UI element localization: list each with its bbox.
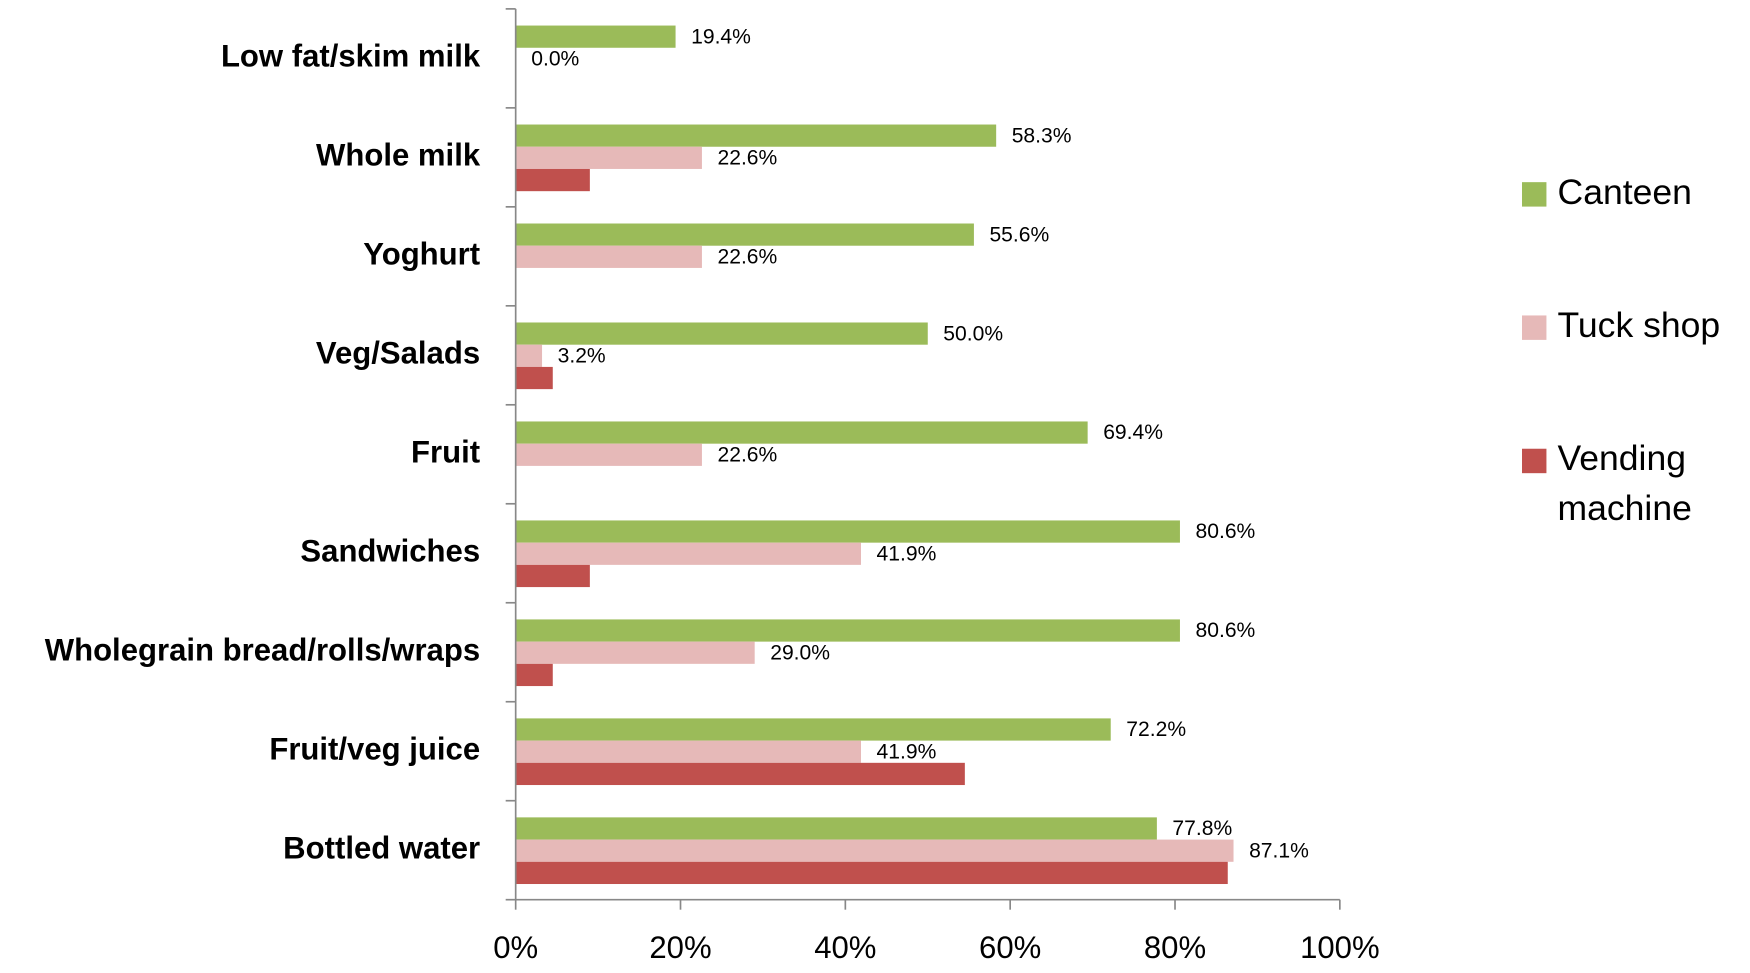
category-label: Bottled water <box>283 830 480 865</box>
value-label: 22.6% <box>717 246 777 269</box>
value-label: 77.8% <box>1172 817 1232 840</box>
category-label: Yoghurt <box>363 237 480 272</box>
value-label: 55.6% <box>989 223 1049 246</box>
bar <box>515 25 676 48</box>
legend-label: Tuck shop <box>1558 305 1721 345</box>
x-tick-label: 80% <box>1144 930 1206 965</box>
bar <box>515 619 1180 642</box>
bar <box>515 542 862 565</box>
value-label: 22.6% <box>717 443 777 466</box>
category-label: Whole milk <box>316 138 481 173</box>
x-tick-label: 40% <box>814 930 876 965</box>
x-tick-label: 20% <box>649 930 711 965</box>
bar <box>515 817 1157 840</box>
legend-label: Vending machine <box>1558 438 1692 528</box>
bar <box>515 322 928 345</box>
category-label: Fruit <box>411 435 480 470</box>
value-label: 58.3% <box>1012 124 1072 147</box>
bar <box>515 443 702 466</box>
bar <box>515 223 974 246</box>
value-label: 80.6% <box>1196 520 1256 543</box>
legend-label: Canteen <box>1558 172 1692 212</box>
bar <box>515 124 997 147</box>
legend-swatch <box>1522 182 1547 207</box>
category-label: Sandwiches <box>300 533 480 568</box>
value-label: 50.0% <box>943 322 1003 345</box>
bar <box>515 344 543 367</box>
value-label: 0.0% <box>531 48 579 71</box>
bar <box>515 762 965 786</box>
category-label: Wholegrain bread/rolls/wraps <box>45 632 480 667</box>
bar <box>515 564 590 588</box>
bar <box>515 718 1111 741</box>
bar <box>515 245 702 268</box>
bar <box>515 421 1088 444</box>
value-label: 22.6% <box>717 147 777 170</box>
x-tick-label: 60% <box>979 930 1041 965</box>
category-label: Fruit/veg juice <box>269 731 480 766</box>
bar <box>515 366 553 390</box>
value-label: 87.1% <box>1249 839 1309 862</box>
value-label: 72.2% <box>1126 718 1186 741</box>
value-label: 41.9% <box>877 740 937 763</box>
legend-swatch <box>1522 315 1547 340</box>
bar <box>515 520 1180 543</box>
value-label: 80.6% <box>1196 619 1256 642</box>
value-label: 29.0% <box>770 641 830 664</box>
bar <box>515 168 590 192</box>
legend-swatch <box>1522 448 1547 474</box>
x-tick-label: 0% <box>493 930 538 965</box>
category-label: Veg/Salads <box>316 336 480 371</box>
bar <box>515 146 702 169</box>
x-tick-label: 100% <box>1300 930 1380 965</box>
value-label: 19.4% <box>691 25 751 48</box>
bar <box>515 641 755 664</box>
value-label: 3.2% <box>558 344 606 367</box>
category-label: Low fat/skim milk <box>221 39 481 74</box>
value-label: 69.4% <box>1103 421 1163 444</box>
bar <box>515 740 862 763</box>
bar <box>515 839 1234 862</box>
bar <box>515 663 553 687</box>
bar <box>515 861 1228 885</box>
value-label: 41.9% <box>877 542 937 565</box>
